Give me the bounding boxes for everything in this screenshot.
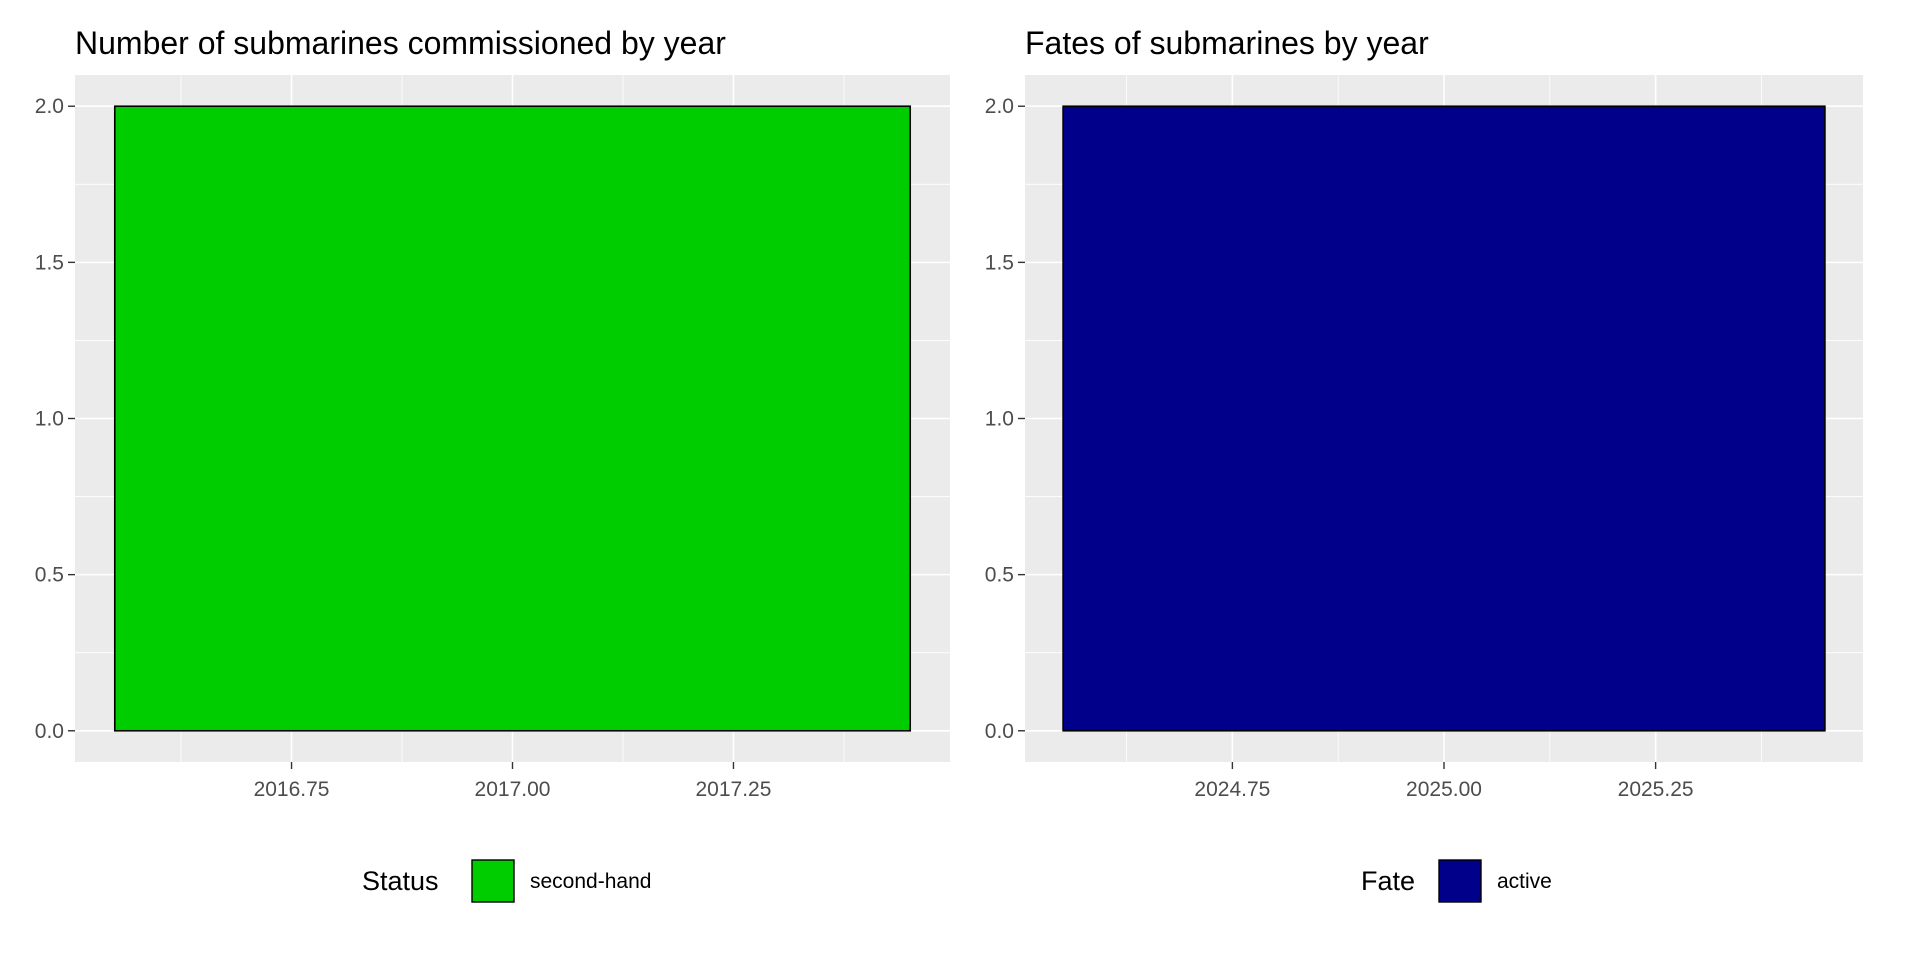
x-tick-label: 2017.25 — [695, 778, 771, 801]
y-tick-label: 2.0 — [35, 95, 64, 118]
y-tick-label: 2.0 — [985, 95, 1014, 118]
y-tick-label: 1.5 — [35, 251, 64, 274]
legend-key — [471, 859, 515, 903]
legend-key — [1438, 859, 1482, 903]
legend: Status second-hand — [362, 859, 651, 903]
legend-title: Fate — [1361, 866, 1415, 896]
chart-panel-2: 0.0 0.5 1.0 1.5 2.0 2024.75 2025.00 2025.25 Fate… — [985, 25, 1863, 903]
x-tick-label: 2024.75 — [1194, 778, 1270, 801]
y-tick-label: 0.5 — [35, 564, 64, 587]
x-tick-label: 2016.75 — [254, 778, 330, 801]
chart-title: Fates of submarines by year — [1025, 25, 1429, 61]
chart-panel-1: 0.0 0.5 1.0 1.5 2.0 2016.75 2017.00 2017.25 Numb… — [35, 25, 950, 903]
x-tick-label: 2025.25 — [1618, 778, 1694, 801]
legend-title: Status — [362, 866, 439, 896]
legend-label: active — [1497, 870, 1552, 893]
y-tick-label: 0.0 — [985, 720, 1014, 743]
y-tick-label: 1.0 — [35, 408, 64, 431]
y-tick-label: 1.0 — [985, 408, 1014, 431]
bar — [113, 105, 912, 732]
x-tick-label: 2025.00 — [1406, 778, 1482, 801]
legend-label: second-hand — [530, 870, 651, 893]
y-tick-label: 1.5 — [985, 251, 1014, 274]
bar — [1062, 105, 1826, 732]
y-tick-label: 0.0 — [35, 720, 64, 743]
x-tick-label: 2017.00 — [475, 778, 551, 801]
chart-title: Number of submarines commissioned by yea… — [75, 25, 726, 61]
legend: Fate active — [1361, 859, 1552, 903]
y-tick-label: 0.5 — [985, 564, 1014, 587]
